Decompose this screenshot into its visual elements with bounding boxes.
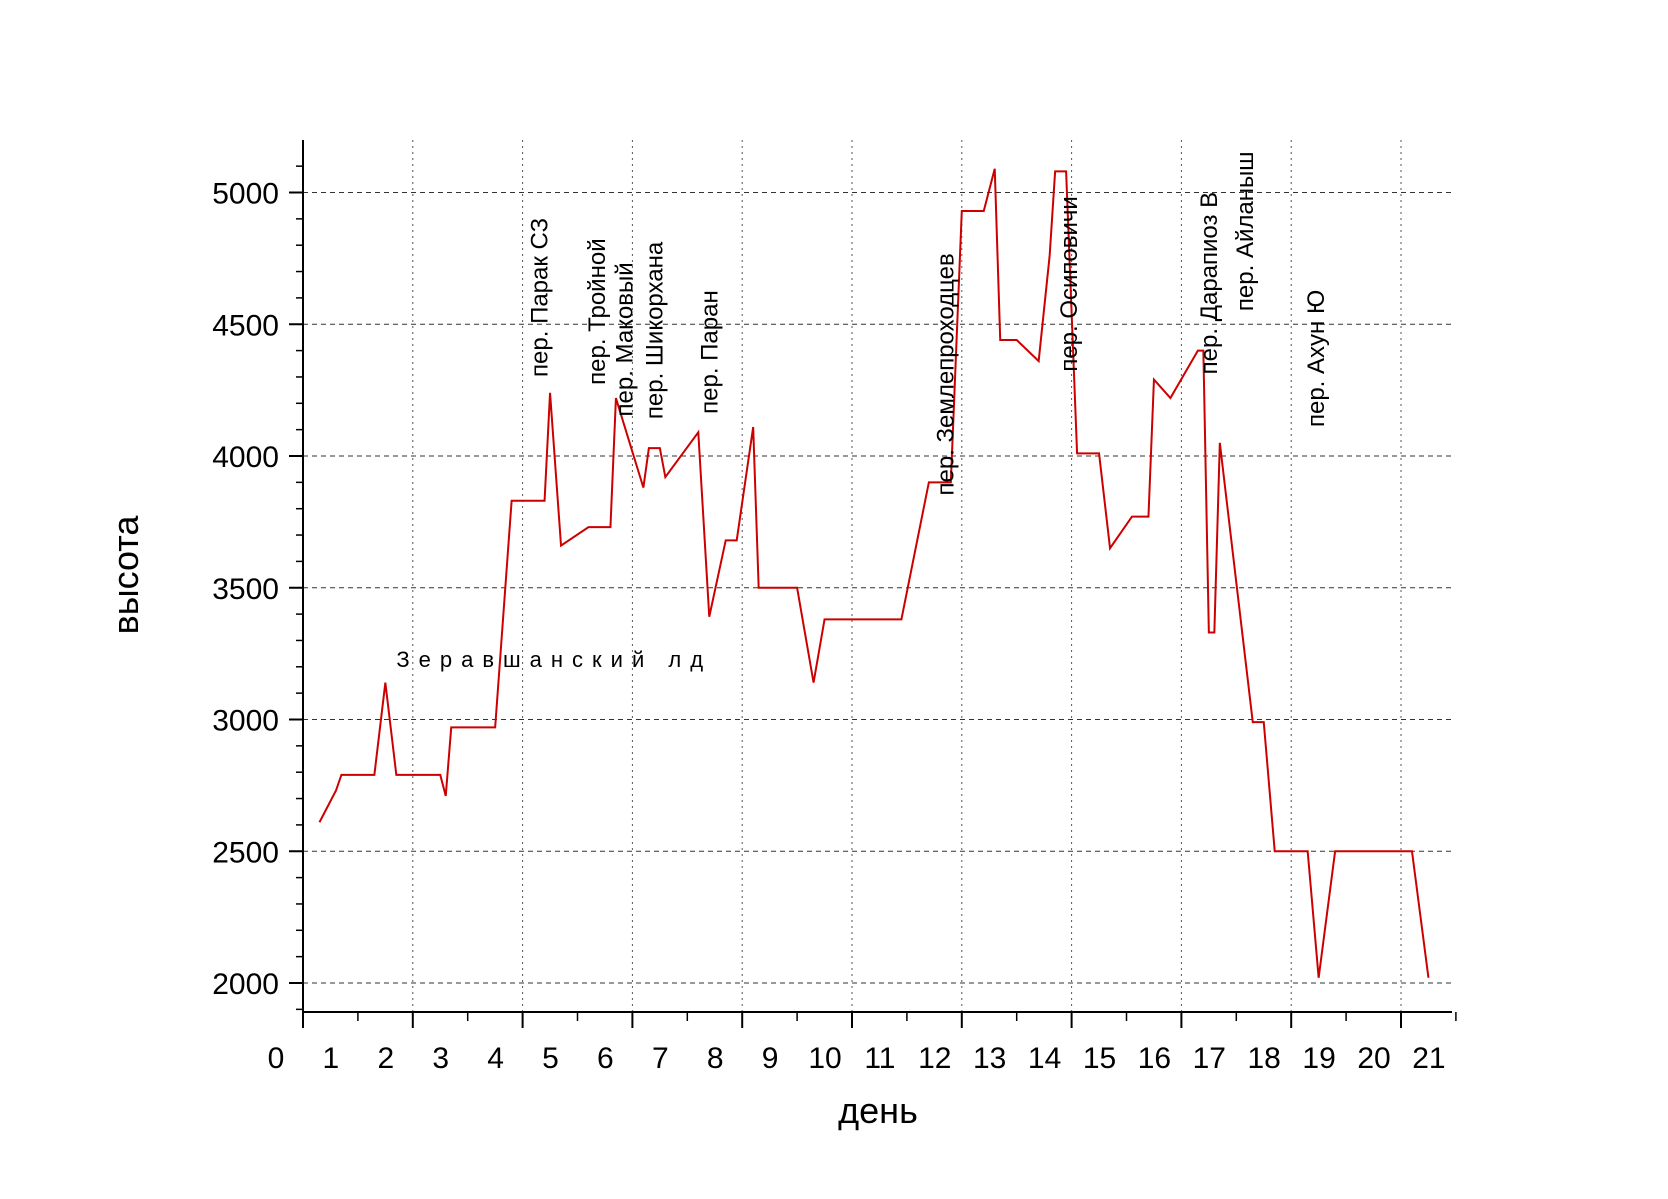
elevation-line (318, 168, 1430, 978)
x-tick-label: 4 (487, 1042, 504, 1075)
x-tick-label: 16 (1138, 1042, 1171, 1075)
grid (303, 140, 1452, 1012)
y-tick-label: 5000 (212, 178, 279, 211)
y-tick-label: 2500 (212, 836, 279, 869)
annotations: Зеравшанский лд пер. Парак СЗ пер. Тройной… (396, 152, 1330, 672)
y-tick-label: 4500 (212, 309, 279, 342)
x-tick-label: 15 (1083, 1042, 1116, 1075)
series-group (318, 168, 1430, 978)
x-tick-label: 2 (377, 1042, 394, 1075)
glacier-annotation: Зеравшанский лд (396, 647, 712, 672)
x-tick-label: 10 (808, 1042, 841, 1075)
x-tick-label: 13 (973, 1042, 1006, 1075)
pass-annotation: пер. Дарапиоз В (1196, 192, 1223, 374)
pass-annotation: пер. Шикорхана (642, 241, 669, 419)
x-tick-label: 20 (1357, 1042, 1390, 1075)
x-tick-label: 19 (1302, 1042, 1335, 1075)
y-tick-label: 2000 (212, 968, 279, 1001)
x-tick-label: 9 (762, 1042, 779, 1075)
x-tick-label: 3 (432, 1042, 449, 1075)
pass-annotation: пер. Тройной (584, 238, 611, 384)
pass-annotation: пер. Парак СЗ (526, 218, 553, 377)
y-tick-label: 3500 (212, 573, 279, 606)
pass-annotation: пер. Землепроходцев (933, 253, 960, 495)
x-tick-label: 1 (323, 1042, 340, 1075)
x-tick-label: 12 (918, 1042, 951, 1075)
pass-annotation: пер. Айланыш (1232, 152, 1259, 312)
pass-annotation: пер. Паран (696, 290, 723, 414)
x-tick-label: 11 (864, 1042, 895, 1075)
pass-annotation: пер. Ахун Ю (1303, 290, 1330, 427)
x-tick-label: 5 (542, 1042, 559, 1075)
pass-annotation: пер. Осиповичи (1056, 196, 1083, 372)
ticks (289, 165, 1457, 1028)
axes (302, 140, 1452, 1013)
x-tick-label: 14 (1028, 1042, 1061, 1075)
pass-annotation: пер. Маковый (611, 262, 638, 416)
y-tick-label: 4000 (212, 441, 279, 474)
x-axis-label: день (838, 1090, 918, 1131)
x-tick-label: 0 (268, 1042, 285, 1075)
x-tick-label: 7 (652, 1042, 669, 1075)
x-tick-label: 17 (1193, 1042, 1226, 1075)
x-tick-label: 21 (1412, 1042, 1445, 1075)
x-tick-label: 18 (1248, 1042, 1281, 1075)
y-tick-label: 3000 (212, 705, 279, 738)
x-tick-label: 8 (707, 1042, 724, 1075)
y-axis-label: высота (105, 515, 146, 635)
x-tick-label: 6 (597, 1042, 614, 1075)
